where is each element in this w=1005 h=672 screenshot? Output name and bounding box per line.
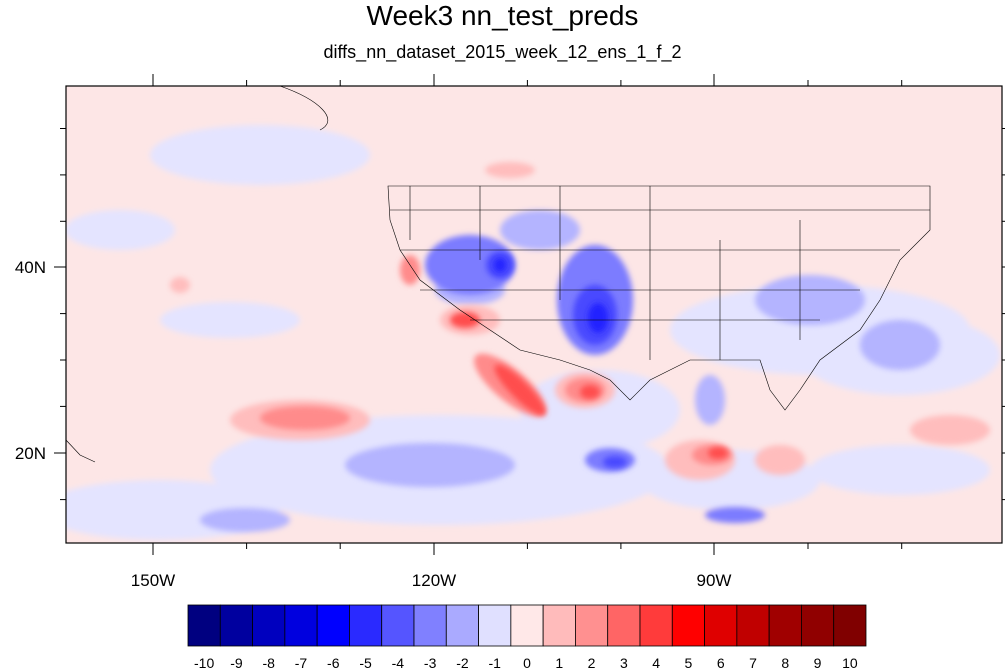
colorbar-label: 2 [588,655,596,671]
colorbar-swatch [284,604,318,647]
colorbar-swatch [671,604,705,647]
axis-ticks [54,74,1005,555]
colorbar-swatch [575,604,609,647]
colorbar-swatch [316,604,350,647]
colorbar-label: 7 [749,655,757,671]
colorbar-swatch [381,604,415,647]
colorbar-swatch [736,604,770,647]
map-frame [65,85,1003,544]
x-tick-label-90w: 90W [697,571,732,590]
colorbar-label: 1 [555,655,563,671]
colorbar-swatch [478,604,512,647]
colorbar-label: 5 [685,655,693,671]
colorbar-label: 6 [717,655,725,671]
map-subtitle: diffs_nn_dataset_2015_week_12_ens_1_f_2 [323,42,682,62]
colorbar-swatch [510,604,544,647]
colorbar-swatch [768,604,802,647]
colorbar-label: -5 [359,655,372,671]
colorbar-swatch [252,604,286,647]
y-tick-label-20n: 20N [15,444,46,463]
colorbar-swatch [413,604,447,647]
colorbar-label: 9 [814,655,822,671]
colorbar-swatch [445,604,479,647]
colorbar-swatch [639,604,673,647]
colorbar-label: -10 [194,655,214,671]
colorbar-swatch [187,604,221,647]
colorbar: -10 -9 -8 -7 -6 -5 -4 -3 -2 -1 0 1 2 3 4 5 6 7 8 9 10 [187,604,867,671]
colorbar-label: -8 [262,655,275,671]
colorbar-label: -1 [488,655,501,671]
colorbar-swatch [607,604,641,647]
map-title: Week3 nn_test_preds [366,0,639,31]
colorbar-swatch [704,604,738,647]
colorbar-label: 8 [781,655,789,671]
colorbar-label: -6 [327,655,340,671]
colorbar-label: 10 [842,655,858,671]
colorbar-label: 3 [620,655,628,671]
y-tick-labels: 40N 20N [15,258,46,463]
anomaly-field [66,125,1000,540]
colorbar-swatch [801,604,835,647]
colorbar-label: -4 [392,655,405,671]
colorbar-label: -2 [456,655,469,671]
y-tick-label-40n: 40N [15,258,46,277]
colorbar-label: -3 [424,655,437,671]
colorbar-swatch [542,604,576,647]
colorbar-swatch [349,604,383,647]
x-tick-label-120w: 120W [412,571,456,590]
x-tick-label-150w: 150W [131,571,175,590]
colorbar-swatch [219,604,253,647]
colorbar-label: -7 [295,655,308,671]
coastlines [66,86,931,463]
colorbar-label: -9 [230,655,243,671]
colorbar-label: 4 [652,655,660,671]
colorbar-label: 0 [523,655,531,671]
x-tick-labels: 150W 120W 90W [131,571,732,590]
colorbar-swatch [833,604,867,647]
